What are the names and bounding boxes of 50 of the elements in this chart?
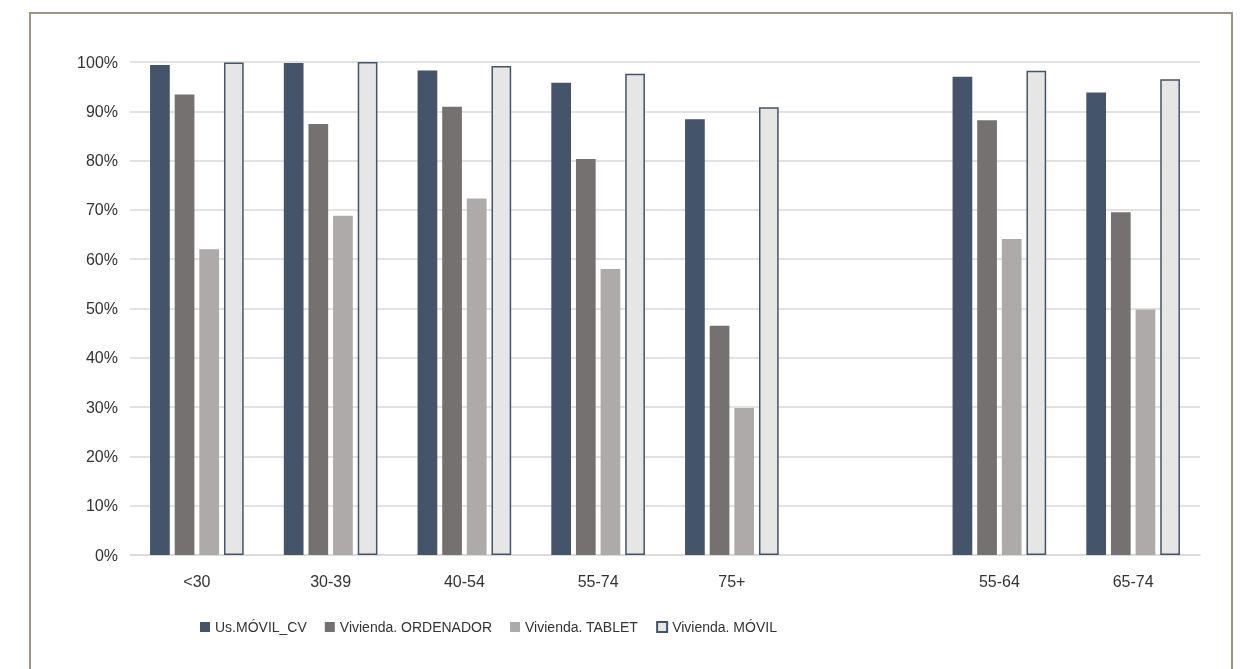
legend-label: Vivienda. ORDENADOR <box>339 619 493 635</box>
bar <box>1110 212 1131 555</box>
bar <box>466 198 487 555</box>
bar <box>709 325 730 555</box>
y-tick-label: 40% <box>85 349 118 367</box>
bar <box>1001 238 1022 555</box>
bar <box>1135 309 1156 555</box>
y-tick-label: 60% <box>85 250 118 268</box>
y-tick-label: 80% <box>85 152 118 170</box>
x-tick-label: 30-39 <box>310 572 352 590</box>
y-tick-label: 100% <box>77 53 118 71</box>
bar <box>442 106 462 555</box>
y-tick-label: 0% <box>94 546 118 564</box>
x-tick-label: 75+ <box>718 572 746 590</box>
bar <box>952 76 973 555</box>
bar <box>357 62 378 555</box>
x-tick-label: 55-64 <box>978 572 1020 590</box>
bar <box>283 62 304 555</box>
y-tick-label: 50% <box>85 300 118 317</box>
bar <box>575 159 596 555</box>
legend-label: Us.MÓVIL_CV <box>215 619 308 635</box>
x-tick-label: 65-74 <box>1112 572 1154 590</box>
bar <box>1026 70 1047 555</box>
y-tick-label: 30% <box>85 398 118 416</box>
bar <box>734 408 755 555</box>
bar <box>551 82 572 555</box>
bar <box>977 120 997 555</box>
x-tick-label: <30 <box>183 572 211 590</box>
bar <box>625 73 645 555</box>
bar <box>417 70 438 555</box>
x-tick-label: 55-74 <box>577 572 619 590</box>
bar <box>491 65 512 555</box>
bar <box>333 215 353 555</box>
bar <box>600 269 621 555</box>
legend-label: Vivienda. TABLET <box>525 619 639 635</box>
y-tick-label: 20% <box>85 447 118 465</box>
bar <box>308 124 329 555</box>
bar <box>1160 79 1180 555</box>
y-tick-label: 10% <box>85 497 118 515</box>
bar <box>199 249 220 555</box>
y-tick-label: 70% <box>85 201 118 219</box>
bar <box>223 62 244 555</box>
legend-label: Vivienda. MÓVIL <box>672 619 778 635</box>
bar <box>174 94 195 555</box>
y-tick-label: 90% <box>85 102 118 120</box>
bar <box>1086 92 1107 555</box>
x-tick-label: 40-54 <box>443 572 485 590</box>
bar <box>758 107 779 555</box>
bar <box>150 64 170 555</box>
bar <box>685 119 705 555</box>
